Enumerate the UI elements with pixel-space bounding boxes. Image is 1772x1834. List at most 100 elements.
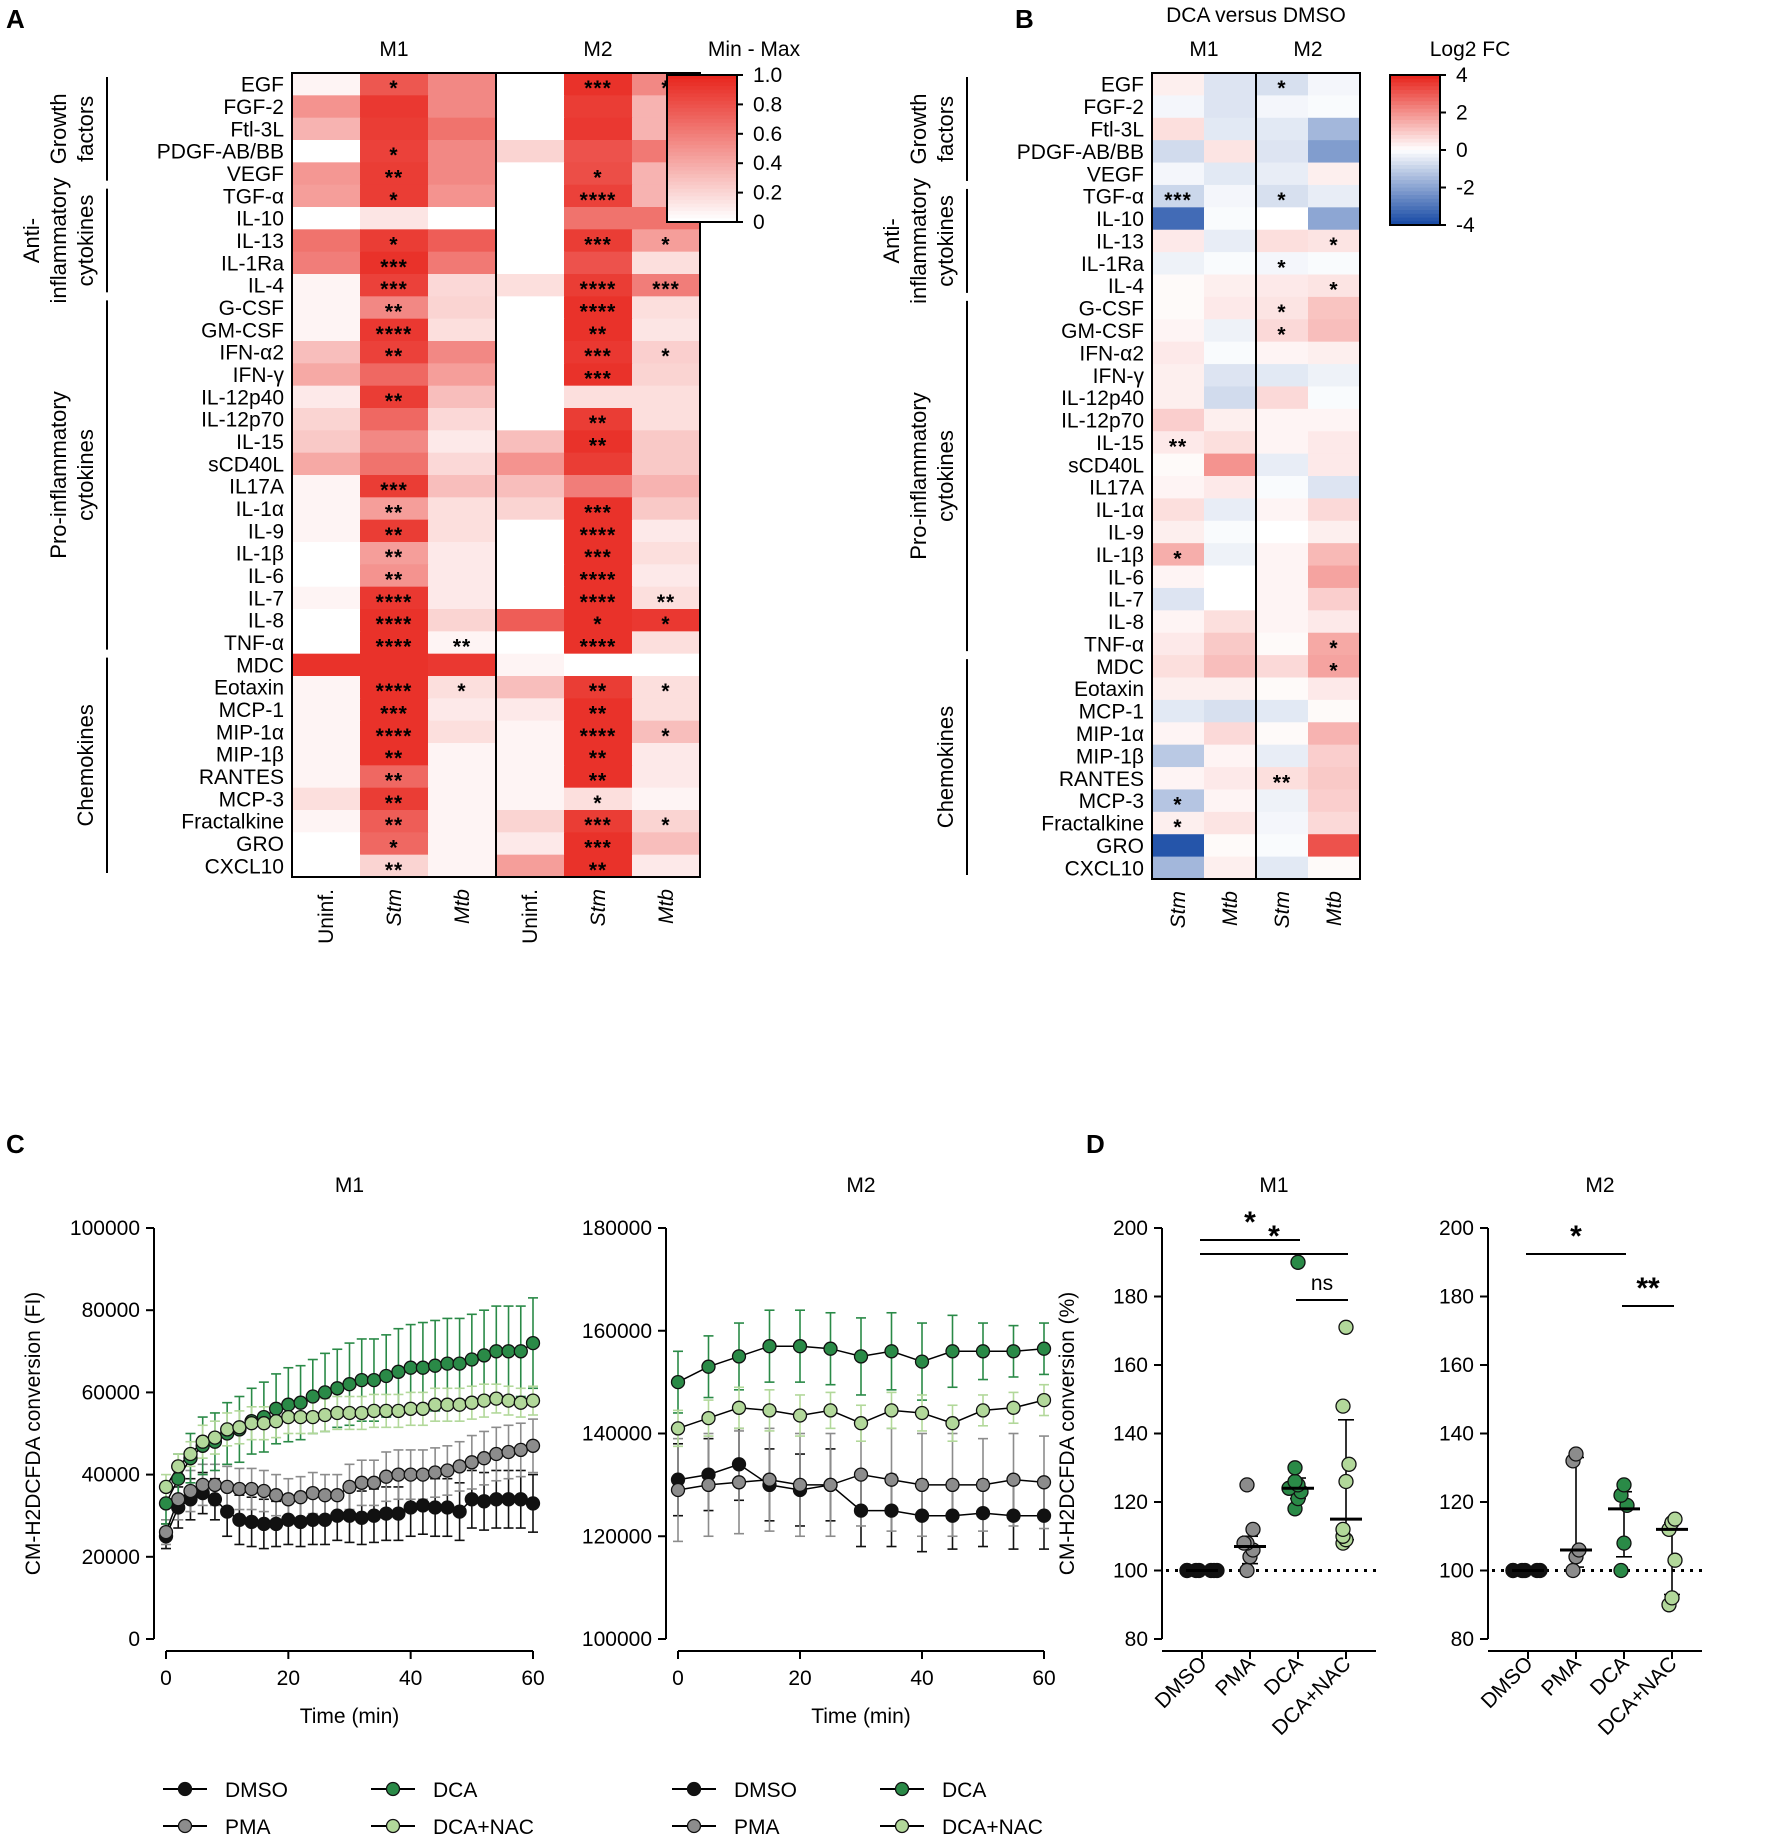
significance-star: ** (385, 502, 403, 525)
significance-star: ** (385, 859, 403, 882)
heatmap-cell (564, 810, 633, 833)
panel-c-m2-line-chart: 100000 120000 140000 160000 180000 0 20 40 60 M2 T… (582, 1174, 1056, 1834)
significance-star: *** (584, 368, 612, 391)
heatmap-cell (428, 765, 497, 789)
colorbar-segment (667, 170, 737, 176)
row-label-4: VEGF (227, 163, 284, 186)
data-point (366, 1508, 382, 1523)
heatmap-cell (360, 452, 429, 476)
heatmap-cell (292, 140, 361, 163)
significance-star: *** (584, 345, 612, 368)
heatmap-cell (1204, 834, 1257, 858)
heatmap-cell (292, 765, 361, 789)
heatmap-cell (292, 854, 361, 878)
row-label-34: GRO (236, 833, 284, 856)
data-point (945, 1508, 960, 1523)
heatmap-cell (1204, 229, 1257, 253)
column-label-1: Stm (383, 889, 406, 926)
data-point (379, 1506, 394, 1521)
data-point (342, 1508, 357, 1523)
heatmap-cell (632, 698, 701, 722)
heatmap-cell (1204, 162, 1257, 186)
heatmap-cell (1152, 431, 1205, 455)
heatmap-cell (1204, 655, 1257, 679)
heatmap-cell (428, 586, 497, 610)
significance-star: * (1329, 637, 1338, 660)
colorbar-segment (667, 148, 737, 153)
heatmap-cell (360, 497, 429, 521)
data-point (342, 1405, 357, 1421)
heatmap-cell (428, 497, 497, 521)
significance-star: * (389, 144, 398, 167)
heatmap-cell (496, 787, 565, 811)
colorbar-segment (1390, 142, 1440, 148)
heatmap-cell (564, 609, 633, 632)
heatmap-cell (360, 765, 429, 789)
heatmap-cell (1308, 834, 1361, 858)
data-point (391, 1403, 406, 1419)
y-tick-label: 140000 (582, 1423, 652, 1446)
row-label-19: IL-1α (1096, 499, 1144, 522)
heatmap-cell (1256, 184, 1309, 208)
heatmap-cell (496, 430, 565, 454)
heatmap-cell (1152, 520, 1205, 544)
data-point (354, 1372, 369, 1388)
heatmap-cell (1152, 117, 1205, 141)
heatmap-cell (1256, 140, 1309, 164)
significance-star: **** (376, 725, 413, 748)
heatmap-cell (564, 586, 633, 610)
heatmap-cell (1204, 95, 1257, 119)
data-point (914, 1508, 930, 1523)
heatmap-cell (1256, 789, 1309, 813)
row-label-2: Ftl-3L (230, 118, 284, 141)
column-group-label-m2: M2 (1293, 38, 1322, 61)
row-label-2: Ftl-3L (1090, 118, 1144, 141)
heatmap-cell (428, 832, 497, 856)
row-label-4: VEGF (1087, 163, 1144, 186)
colorbar-tick-label: 4 (1456, 64, 1468, 87)
data-point (476, 1348, 492, 1363)
heatmap-cell (1256, 229, 1309, 253)
data-point (464, 1455, 479, 1470)
data-point (268, 1488, 284, 1503)
data-point (501, 1393, 516, 1408)
heatmap-cell (1204, 610, 1257, 634)
data-point (232, 1512, 247, 1527)
heatmap-cell (564, 95, 633, 119)
row-label-20: IL-9 (248, 520, 284, 543)
significance-star: ** (589, 770, 607, 793)
data-point (489, 1492, 504, 1507)
group-label: Pro-inflammatory (46, 391, 71, 558)
heatmap-cell (632, 452, 701, 476)
legend-label: PMA (225, 1816, 271, 1834)
column-group-label-m1: M1 (1189, 38, 1218, 61)
row-label-21: IL-1β (236, 543, 284, 566)
row-label-28: MCP-1 (219, 699, 284, 722)
colorbar-segment (1390, 101, 1440, 106)
data-point (489, 1446, 504, 1462)
heatmap-cell (428, 542, 497, 565)
heatmap-cell (1308, 162, 1361, 186)
data-point (305, 1389, 320, 1404)
heatmap-cell (496, 720, 565, 744)
heatmap-cell (292, 341, 361, 364)
heatmap-cell (496, 363, 565, 387)
data-point (476, 1494, 492, 1509)
heatmap-cell (1152, 722, 1205, 746)
data-point (823, 1341, 838, 1356)
heatmap-cell (1204, 565, 1257, 589)
data-point (330, 1381, 345, 1396)
heatmap-cell (360, 430, 429, 454)
colorbar-segment (667, 207, 737, 212)
heatmap-cell (496, 408, 565, 431)
row-label-21: IL-1β (1096, 544, 1144, 567)
data-point (525, 1496, 541, 1511)
x-tick-label: 60 (521, 1667, 544, 1690)
heatmap-cell (292, 832, 361, 856)
row-label-5: TGF-α (223, 185, 284, 208)
colorbar-segment (667, 75, 737, 80)
heatmap-cell (360, 408, 429, 431)
heatmap-cell (428, 743, 497, 766)
y-tick-label: 160 (1113, 1354, 1148, 1377)
